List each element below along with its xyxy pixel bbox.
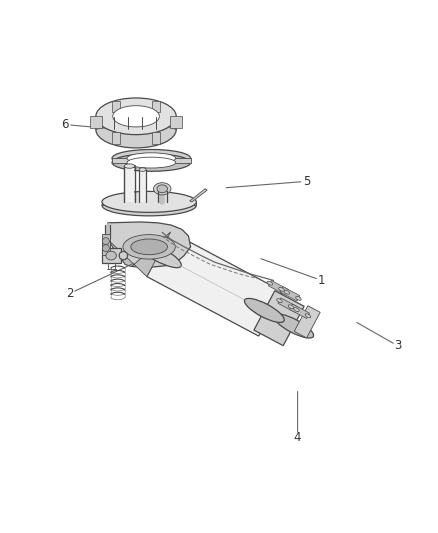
Ellipse shape (127, 157, 176, 168)
Polygon shape (190, 189, 207, 202)
Ellipse shape (296, 296, 301, 300)
Polygon shape (108, 222, 191, 268)
Ellipse shape (102, 245, 110, 252)
Text: 4: 4 (294, 431, 301, 444)
Ellipse shape (96, 98, 176, 135)
Polygon shape (112, 132, 120, 144)
Polygon shape (140, 169, 146, 202)
Ellipse shape (277, 298, 282, 303)
Polygon shape (90, 116, 102, 128)
Polygon shape (102, 241, 110, 255)
Ellipse shape (139, 168, 146, 171)
Text: 2: 2 (66, 287, 74, 300)
Ellipse shape (106, 251, 117, 260)
Ellipse shape (136, 241, 181, 268)
Polygon shape (254, 290, 304, 346)
Ellipse shape (96, 111, 176, 148)
Polygon shape (102, 248, 121, 263)
Ellipse shape (113, 106, 159, 127)
Polygon shape (278, 298, 298, 312)
Ellipse shape (244, 298, 284, 322)
Polygon shape (102, 234, 110, 248)
Polygon shape (170, 116, 183, 128)
Ellipse shape (124, 164, 135, 168)
Ellipse shape (131, 239, 167, 255)
Polygon shape (125, 166, 134, 202)
Polygon shape (152, 132, 160, 144)
Polygon shape (156, 109, 176, 130)
Ellipse shape (288, 305, 294, 309)
Polygon shape (102, 202, 196, 205)
Ellipse shape (248, 300, 293, 327)
Polygon shape (96, 109, 116, 130)
Polygon shape (152, 101, 160, 112)
Text: 3: 3 (394, 340, 402, 352)
Ellipse shape (102, 195, 196, 216)
Ellipse shape (279, 287, 284, 292)
Ellipse shape (123, 235, 175, 259)
Ellipse shape (284, 290, 290, 294)
Polygon shape (280, 287, 300, 301)
Polygon shape (147, 232, 283, 336)
Ellipse shape (274, 314, 314, 338)
Polygon shape (120, 251, 127, 260)
Polygon shape (112, 158, 191, 163)
Ellipse shape (102, 191, 196, 212)
Ellipse shape (293, 308, 299, 312)
Ellipse shape (127, 153, 176, 164)
Polygon shape (268, 280, 288, 295)
Ellipse shape (267, 281, 273, 285)
Ellipse shape (153, 183, 171, 195)
Text: 6: 6 (62, 118, 69, 131)
Ellipse shape (157, 185, 167, 193)
Text: 5: 5 (303, 175, 310, 188)
Polygon shape (108, 232, 171, 277)
Polygon shape (124, 165, 135, 167)
Ellipse shape (102, 238, 110, 245)
Polygon shape (294, 306, 320, 338)
Ellipse shape (119, 251, 128, 260)
Polygon shape (112, 101, 120, 112)
Ellipse shape (112, 154, 191, 171)
Text: 1: 1 (318, 274, 325, 287)
Polygon shape (290, 304, 309, 319)
Ellipse shape (112, 149, 191, 167)
Ellipse shape (305, 314, 311, 318)
